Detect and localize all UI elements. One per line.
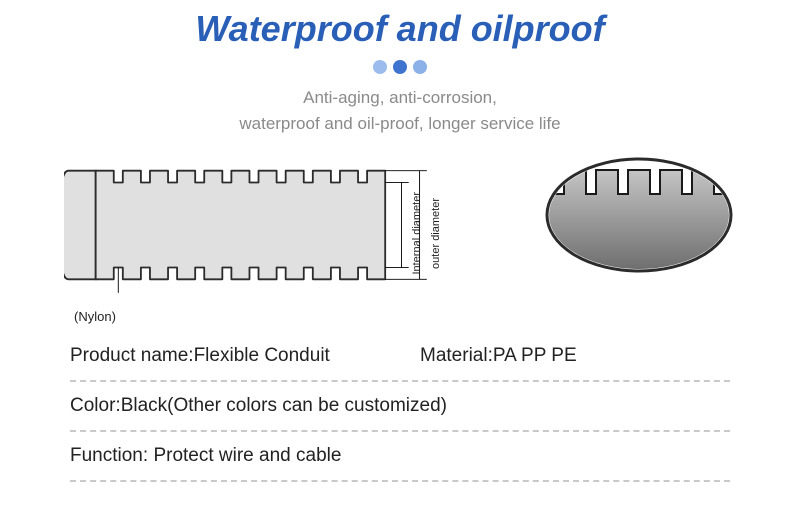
subtitle: Anti-aging, anti-corrosion, waterproof a… <box>0 85 800 136</box>
spec-row-1: Product name:Flexible Conduit Material:P… <box>70 332 730 382</box>
product-name-value: Flexible Conduit <box>194 345 330 366</box>
product-name-label: Product name: <box>70 345 194 366</box>
outer-diameter-label: outer diameter <box>430 198 442 269</box>
material-spec-value: PA PP PE <box>493 345 577 366</box>
material-label: (Nylon) <box>74 309 504 324</box>
conduit-svg <box>64 150 444 300</box>
dot-3 <box>413 60 427 74</box>
dot-divider <box>0 60 800 79</box>
specs-table: Product name:Flexible Conduit Material:P… <box>0 324 800 482</box>
spec-row-3: Function: Protect wire and cable <box>70 432 730 482</box>
function-label: Function: <box>70 445 153 466</box>
subtitle-line1: Anti-aging, anti-corrosion, <box>0 85 800 111</box>
diagram-row: Internal diameter outer diameter (Nylon) <box>0 150 800 324</box>
dot-1 <box>373 60 387 74</box>
color-label: Color: <box>70 395 121 416</box>
material-spec-label: Material: <box>420 345 493 366</box>
inner-diameter-label: Internal diameter <box>411 192 423 275</box>
function-value: Protect wire and cable <box>153 445 341 466</box>
spec-row-2: Color:Black(Other colors can be customiz… <box>70 382 730 432</box>
color-value: Black(Other colors can be customized) <box>121 395 447 416</box>
detail-ellipse <box>544 156 734 274</box>
page-title: Waterproof and oilproof <box>0 0 800 50</box>
dot-2 <box>393 60 407 74</box>
conduit-diagram: Internal diameter outer diameter (Nylon) <box>64 150 504 324</box>
subtitle-line2: waterproof and oil-proof, longer service… <box>0 111 800 137</box>
title-text: Waterproof and oilproof <box>195 8 604 49</box>
